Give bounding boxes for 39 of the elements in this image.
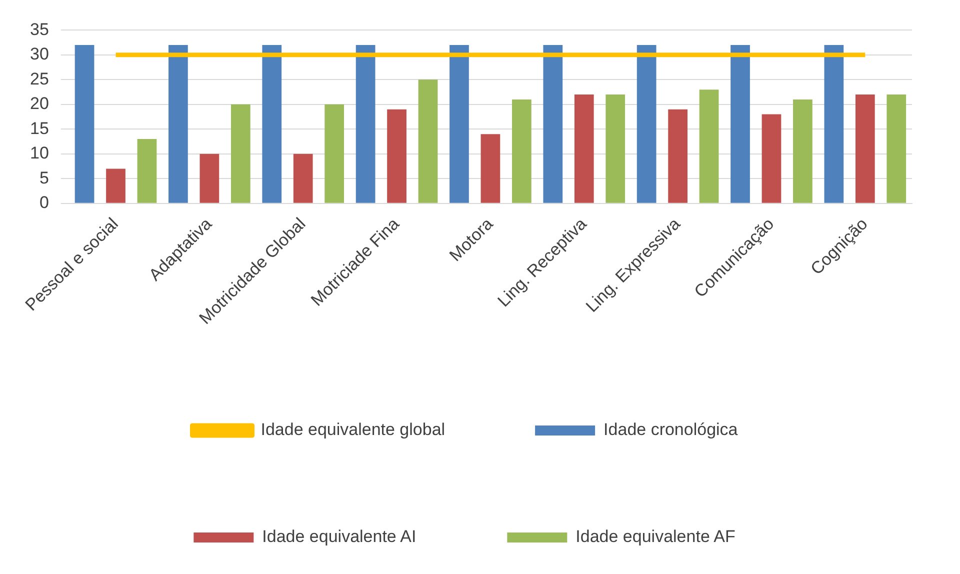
bar <box>855 94 875 203</box>
bar <box>668 109 688 203</box>
bar <box>200 154 220 203</box>
y-tick-label: 30 <box>30 44 49 64</box>
bar <box>356 45 376 203</box>
bar <box>418 80 438 203</box>
bar <box>886 94 906 203</box>
bar <box>480 134 500 203</box>
bar <box>730 45 750 203</box>
bar <box>574 94 594 203</box>
bar <box>606 94 626 203</box>
bar <box>543 45 563 203</box>
y-tick-label: 15 <box>30 118 49 138</box>
y-tick-label: 5 <box>39 168 49 188</box>
bar <box>324 104 344 203</box>
legend-label: Idade equivalente AI <box>262 527 416 546</box>
bar <box>74 45 94 203</box>
bar <box>293 154 313 203</box>
bar <box>824 45 844 203</box>
y-tick-label: 0 <box>39 193 49 212</box>
y-tick-label: 20 <box>30 94 49 114</box>
bar <box>699 90 719 203</box>
bar <box>793 99 812 203</box>
legend-label: Idade equivalente global <box>260 420 446 440</box>
bar <box>387 109 406 203</box>
bar <box>168 45 188 203</box>
bar <box>137 139 157 203</box>
y-tick-label: 10 <box>30 144 49 163</box>
bar <box>230 104 250 203</box>
y-tick-label: 35 <box>30 20 49 39</box>
bar <box>512 99 532 203</box>
bar <box>636 45 656 203</box>
bar <box>106 168 126 203</box>
legend-label: Idade cronológica <box>604 420 738 440</box>
bar <box>262 45 282 203</box>
legend-label: Idade equivalente AF <box>576 527 736 546</box>
y-tick-label: 25 <box>30 69 49 88</box>
bar <box>762 114 782 203</box>
bar <box>450 45 469 203</box>
